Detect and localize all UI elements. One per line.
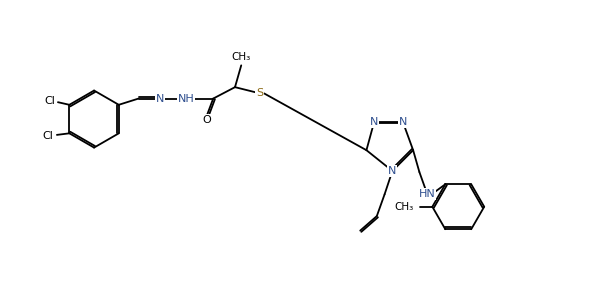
Text: HN: HN: [419, 189, 435, 199]
Text: CH₃: CH₃: [231, 52, 251, 62]
Text: N: N: [156, 94, 164, 104]
Text: Cl: Cl: [44, 96, 55, 106]
Text: O: O: [203, 115, 211, 125]
Text: CH₃: CH₃: [394, 202, 413, 212]
Text: N: N: [399, 117, 407, 127]
Text: N: N: [370, 117, 379, 127]
Text: N: N: [388, 166, 396, 176]
Text: NH: NH: [178, 94, 194, 104]
Text: Cl: Cl: [42, 131, 53, 141]
Text: S: S: [257, 88, 264, 98]
